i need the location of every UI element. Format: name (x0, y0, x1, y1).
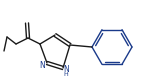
Text: N: N (39, 61, 45, 70)
Text: N: N (63, 65, 69, 73)
Text: H: H (64, 72, 68, 77)
